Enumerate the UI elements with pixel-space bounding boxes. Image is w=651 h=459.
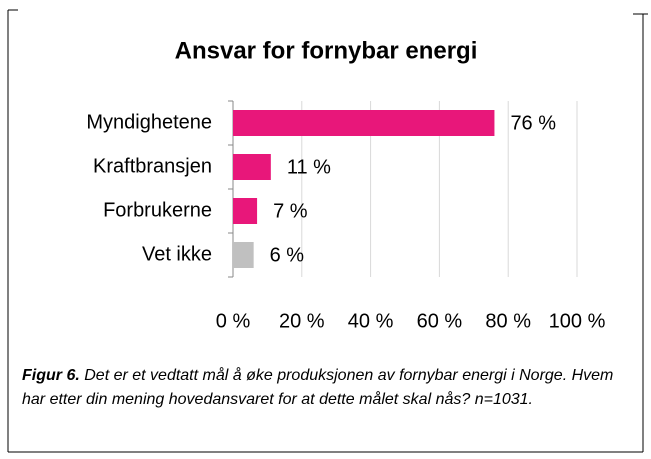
bar: [233, 198, 258, 224]
caption-text: Det er et vedtatt mål å øke produksjonen…: [22, 367, 614, 408]
bar: [233, 242, 254, 268]
chart-title: Ansvar for fornybar energi: [175, 37, 478, 64]
bar: [233, 110, 495, 136]
y-tick-label: Vet ikke: [142, 243, 212, 265]
value-label: 11 %: [287, 156, 331, 178]
value-label: 7 %: [273, 200, 308, 222]
x-tick-label: 0 %: [216, 310, 251, 332]
caption: Figur 6. Det er et vedtatt mål å øke pro…: [22, 364, 637, 412]
x-tick-label: 100 %: [549, 310, 606, 332]
caption-label: Figur 6.: [22, 367, 80, 384]
y-tick-label: Myndighetene: [86, 111, 212, 133]
value-label: 76 %: [510, 112, 556, 134]
y-tick-label: Kraftbransjen: [93, 155, 212, 177]
x-tick-label: 80 %: [485, 310, 531, 332]
y-tick-label: Forbrukerne: [103, 199, 212, 221]
bar: [233, 154, 271, 180]
x-tick-label: 40 %: [348, 310, 394, 332]
x-tick-label: 60 %: [417, 310, 463, 332]
x-tick-label: 20 %: [279, 310, 325, 332]
value-label: 6 %: [270, 244, 305, 266]
